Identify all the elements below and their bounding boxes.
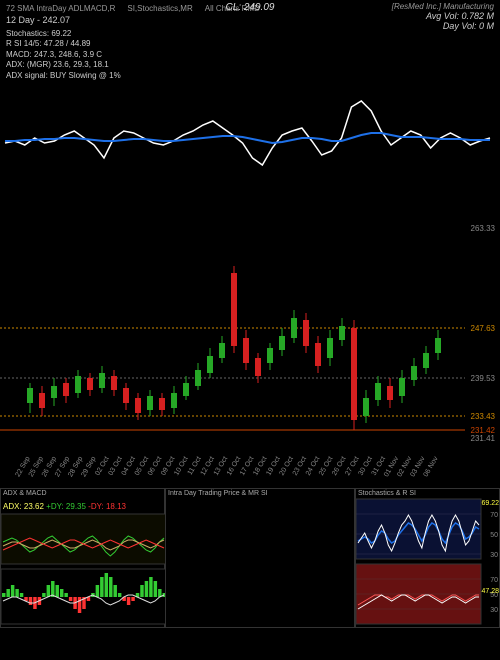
- svg-text:231.41: 231.41: [471, 434, 496, 443]
- svg-text:70: 70: [490, 577, 498, 584]
- panel-title-intra: Intra Day Trading Price & MR SI: [168, 490, 268, 497]
- panel-stoch: Stochastics & R SI 70503069.2270503047.2…: [355, 488, 500, 628]
- svg-text:247.63: 247.63: [471, 324, 496, 333]
- svg-text:30: 30: [490, 607, 498, 614]
- chart-header: 72 SMA IntraDay ADLMACD,R SI,Stochastics,…: [0, 0, 500, 27]
- header-item: SI,Stochastics,MR: [127, 4, 192, 13]
- svg-text:ADX: 23.62 +DY: 29.35 -DY: 18.: ADX: 23.62 +DY: 29.35 -DY: 18.13: [3, 502, 127, 511]
- candle-chart: 263.33247.63239.53233.43231.42231.4122 S…: [0, 198, 500, 488]
- svg-text:233.43: 233.43: [471, 412, 496, 421]
- panel-title-stoch: Stochastics & R SI: [358, 490, 416, 497]
- svg-text:263.33: 263.33: [471, 224, 496, 233]
- stat-macd: MACD: 247.3, 248.6, 3.9 C: [6, 50, 494, 60]
- panel-adx-macd: ADX & MACD ADX: 23.62 +DY: 29.35 -DY: 18…: [0, 488, 165, 628]
- stat-adx-signal: ADX signal: BUY Slowing @ 1%: [6, 71, 494, 81]
- bottom-panels: ADX & MACD ADX: 23.62 +DY: 29.35 -DY: 18…: [0, 488, 500, 628]
- line-chart: [0, 83, 500, 198]
- company-name: [ResMed Inc.] Manufacturing: [392, 2, 494, 11]
- header-item: 72 SMA IntraDay ADLMACD,R: [6, 4, 115, 13]
- svg-text:70: 70: [490, 512, 498, 519]
- svg-text:30: 30: [490, 552, 498, 559]
- svg-text:47.28: 47.28: [481, 588, 499, 595]
- day-vol: Day Vol: 0 M: [392, 21, 494, 31]
- svg-text:50: 50: [490, 532, 498, 539]
- svg-text:239.53: 239.53: [471, 374, 496, 383]
- stat-rsi: R SI 14/5: 47.28 / 44.89: [6, 39, 494, 49]
- panel-intra: Intra Day Trading Price & MR SI: [165, 488, 355, 628]
- svg-text:69.22: 69.22: [481, 500, 499, 507]
- indicator-stats: Stochastics: 69.22 R SI 14/5: 47.28 / 44…: [0, 27, 500, 83]
- stat-adx: ADX: (MGR) 23.6, 29.3, 18.1: [6, 60, 494, 70]
- close-price: CL: 249.09: [226, 2, 275, 13]
- panel-title-adx: ADX & MACD: [3, 490, 47, 497]
- avg-vol: Avg Vol: 0.782 M: [392, 11, 494, 21]
